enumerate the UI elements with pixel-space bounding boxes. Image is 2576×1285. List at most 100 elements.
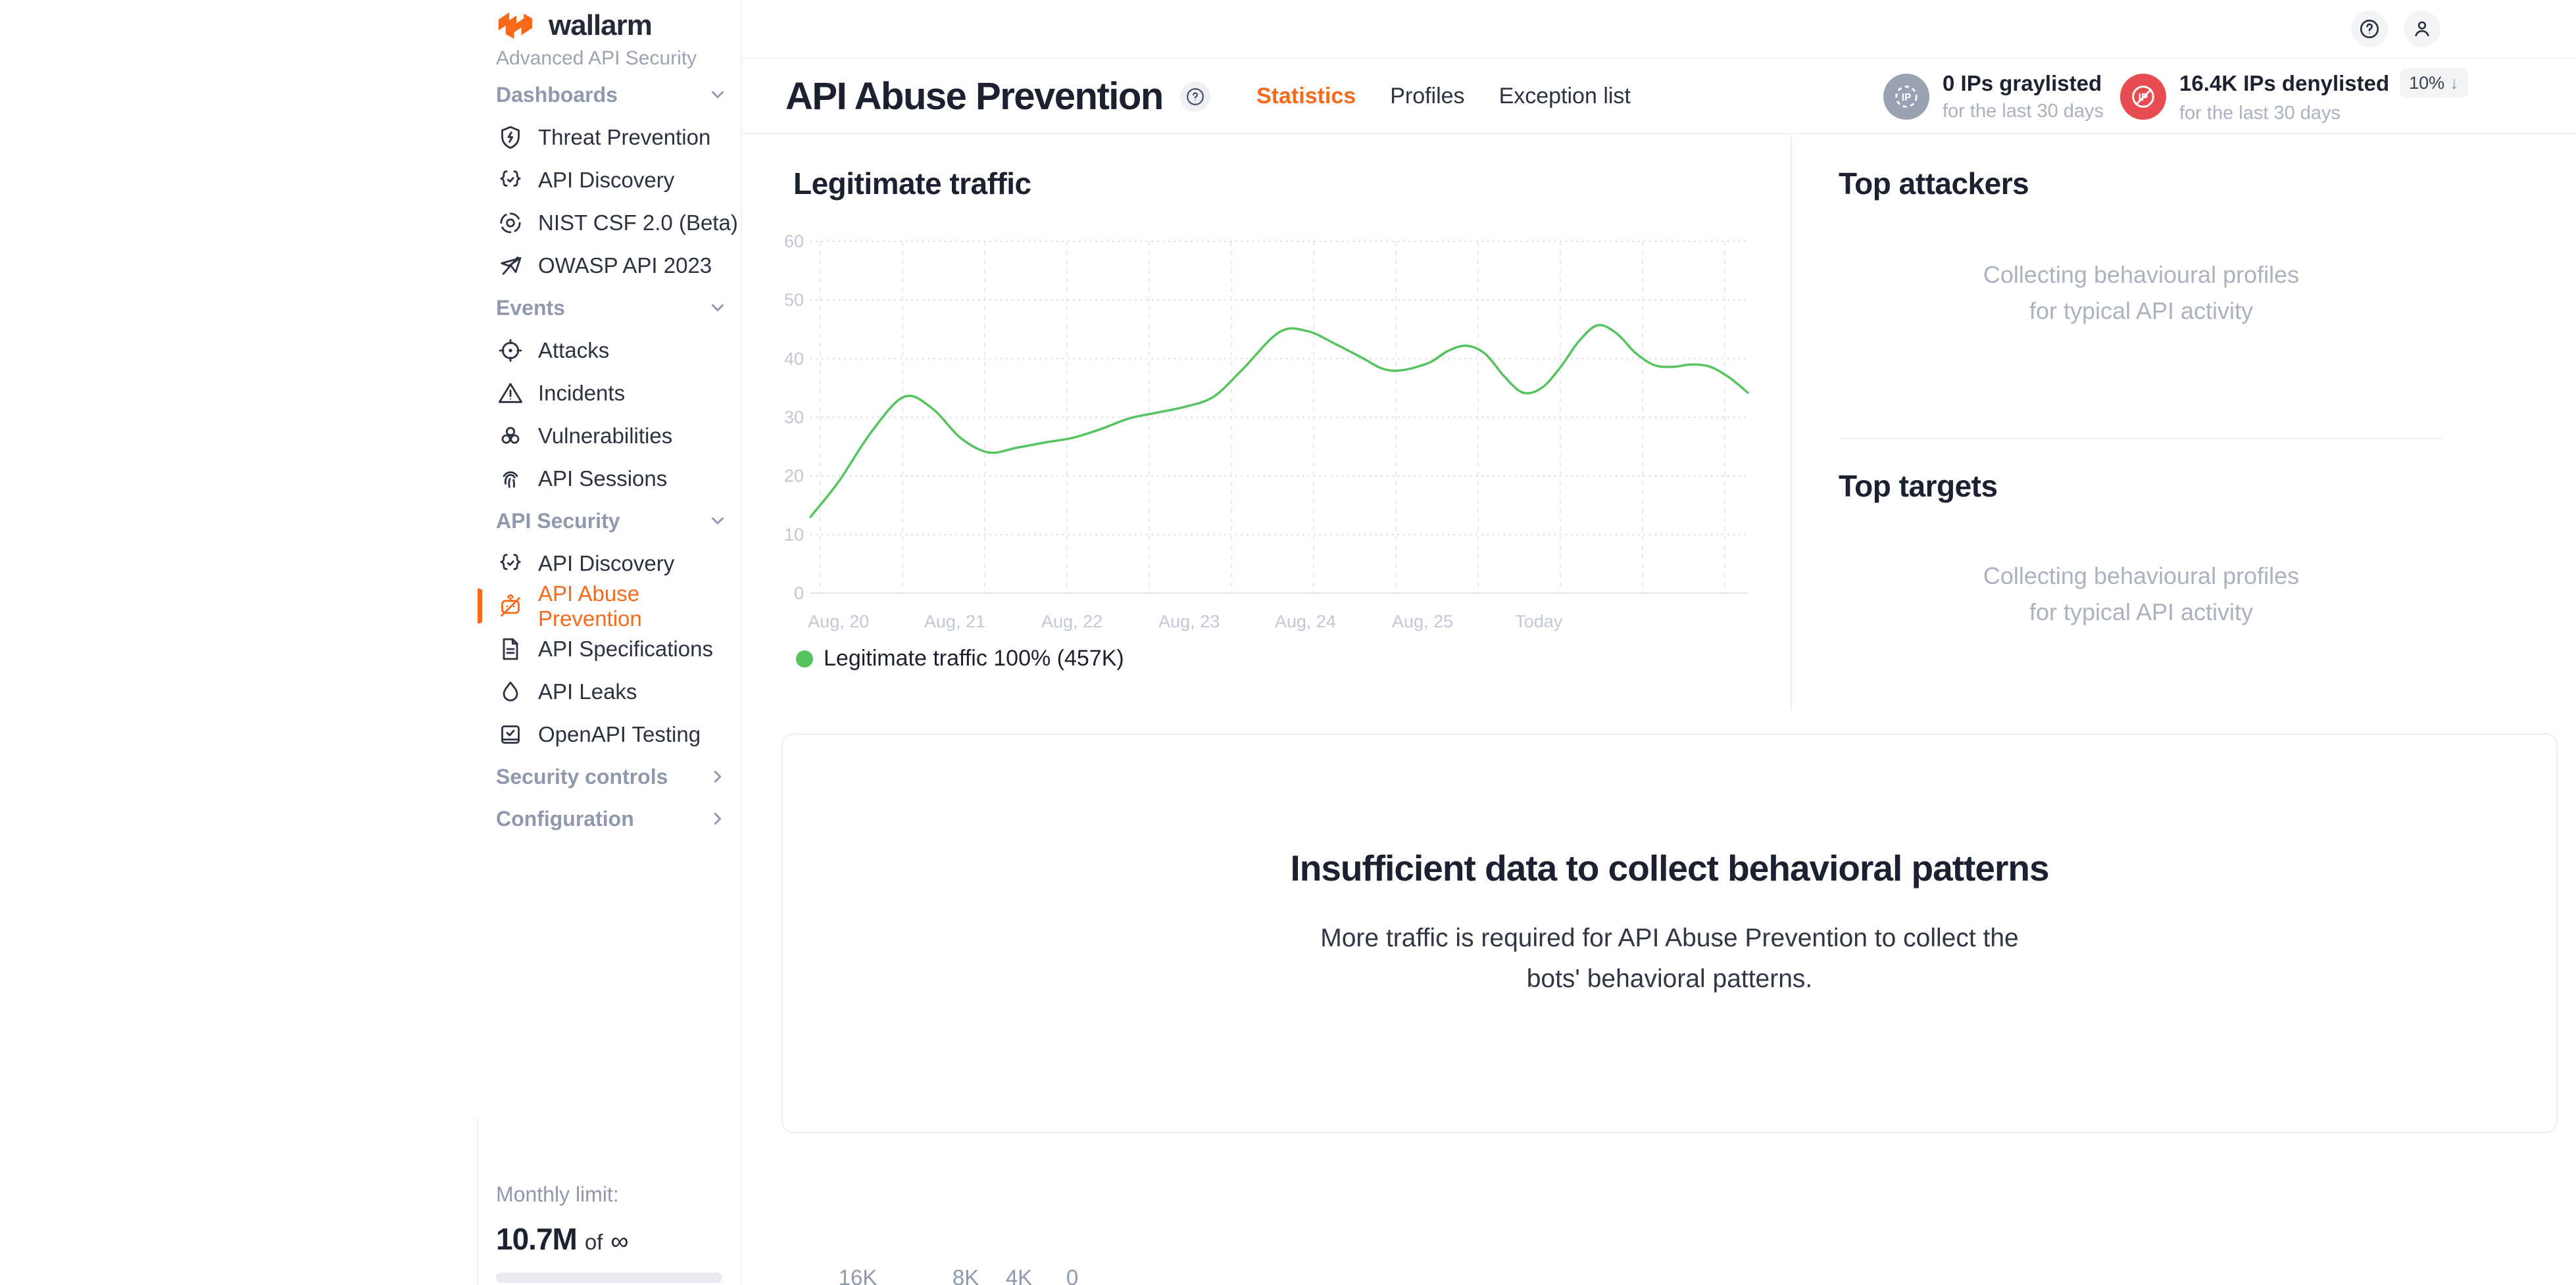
sidebar-item-incidents[interactable]: Incidents [478, 372, 741, 414]
svg-text:10: 10 [784, 525, 804, 545]
sidebar-item-api-specifications[interactable]: API Specifications [478, 627, 741, 670]
tab-bar: Statistics Profiles Exception list [1256, 59, 1631, 134]
sidebar-section-dashboards[interactable]: Dashboards [478, 74, 741, 116]
section-label: Events [496, 295, 565, 320]
svg-text:60: 60 [784, 231, 804, 251]
braces-check-icon [497, 167, 524, 193]
top-targets-title: Top targets [1839, 469, 1998, 503]
monthly-limit-of: of [584, 1230, 603, 1254]
stat-period: for the last 30 days [1943, 100, 2104, 122]
svg-text:Aug, 22: Aug, 22 [1041, 612, 1102, 631]
monthly-limit-used: 10.7M [496, 1222, 578, 1256]
sidebar-left-border [477, 1118, 478, 1285]
page-title: API Abuse Prevention [785, 75, 1164, 118]
placeholder-line: for typical API activity [2029, 598, 2254, 625]
sidebar-item-api-discovery-dash[interactable]: API Discovery [478, 158, 741, 201]
legitimate-traffic-chart: 0 10 20 30 40 50 60 Aug, 20 Aug, 21 Aug, 22 Aug, 2… [784, 231, 1749, 631]
arrow-down-icon: ↓ [2450, 73, 2459, 93]
stat-value: 0 IPs graylisted [1943, 70, 2102, 95]
sidebar-section-configuration[interactable]: Configuration [478, 798, 741, 840]
svg-text:Today: Today [1515, 612, 1563, 631]
column-divider [1791, 135, 1792, 710]
paper-plane-slash-icon [497, 253, 524, 279]
svg-text:Aug, 20: Aug, 20 [808, 612, 869, 631]
sidebar-item-label: NIST CSF 2.0 (Beta) [538, 210, 738, 235]
braces-check-icon [497, 550, 524, 577]
svg-text:50: 50 [784, 290, 804, 310]
trend-badge: 10% ↓ [2400, 68, 2468, 98]
sidebar-item-openapi-testing[interactable]: OpenAPI Testing [478, 713, 741, 756]
wallarm-logo-icon [496, 11, 539, 40]
sidebar-item-threat-prevention[interactable]: Threat Prevention [478, 116, 741, 158]
top-toolbar [742, 0, 2576, 59]
chart-title: Legitimate traffic [793, 166, 1031, 201]
sidebar-item-api-leaks[interactable]: API Leaks [478, 670, 741, 713]
sidebar-item-label: OWASP API 2023 [538, 253, 712, 278]
check-square-icon [497, 721, 524, 748]
sidebar-item-label: API Abuse Prevention [538, 581, 642, 631]
sidebar-item-nist-csf[interactable]: NIST CSF 2.0 (Beta) [478, 201, 741, 244]
shield-bolt-icon [497, 124, 524, 151]
title-help-button[interactable] [1179, 81, 1210, 112]
robot-slash-icon [497, 593, 524, 619]
question-circle-icon [1186, 87, 1204, 105]
help-button[interactable] [2351, 10, 2388, 47]
sidebar-item-label: Vulnerabilities [538, 423, 673, 448]
target-icon [497, 337, 524, 364]
tab-statistics[interactable]: Statistics [1256, 84, 1356, 109]
sidebar-item-attacks[interactable]: Attacks [478, 329, 741, 372]
chevron-right-icon [708, 767, 728, 787]
placeholder-line: for typical API activity [2029, 297, 2254, 324]
fingerprint-icon [497, 466, 524, 492]
sidebar-section-events[interactable]: Events [478, 287, 741, 329]
tab-profiles[interactable]: Profiles [1390, 84, 1465, 109]
sidebar-item-label: Attacks [538, 337, 610, 362]
sidebar-item-label: OpenAPI Testing [538, 721, 701, 746]
user-icon [2415, 20, 2429, 36]
top-targets-placeholder: Collecting behavioural profiles for typi… [1839, 558, 2444, 630]
sidebar-item-label: API Leaks [538, 679, 637, 704]
insufficient-data-body: More traffic is required for API Abuse P… [1320, 918, 2019, 1000]
infinity-icon: ∞ [610, 1228, 629, 1255]
svg-text:0: 0 [794, 583, 804, 603]
droplet-icon [497, 679, 524, 705]
warning-triangle-icon [497, 380, 524, 406]
page-header: API Abuse Prevention Statistics Profiles… [742, 59, 2576, 134]
sidebar-item-label: Incidents [538, 380, 626, 405]
section-label: Dashboards [496, 82, 618, 107]
sidebar: wallarm Advanced API Security Dashboards… [478, 0, 742, 1285]
stat-period: for the last 30 days [2179, 103, 2341, 124]
sidebar-section-security-controls[interactable]: Security controls [478, 756, 741, 798]
sidebar-item-api-discovery[interactable]: API Discovery [478, 542, 741, 585]
sidebar-item-owasp-api[interactable]: OWASP API 2023 [478, 244, 741, 287]
placeholder-line: Collecting behavioural profiles [1983, 562, 2300, 589]
help-icon [2360, 19, 2379, 38]
brand: wallarm Advanced API Security [496, 9, 697, 70]
svg-text:Aug, 23: Aug, 23 [1158, 612, 1220, 631]
chevron-down-icon [708, 85, 728, 105]
user-menu-button[interactable] [2404, 10, 2440, 47]
sidebar-nav: Dashboards Threat Prevention API Discove… [478, 74, 741, 840]
tab-exception-list[interactable]: Exception list [1499, 84, 1631, 109]
brand-name: wallarm [549, 9, 653, 41]
svg-text:Aug, 24: Aug, 24 [1275, 612, 1336, 631]
document-icon [497, 636, 524, 662]
sidebar-section-api-security[interactable]: API Security [478, 500, 741, 542]
svg-text:20: 20 [784, 466, 804, 486]
sidebar-item-vulnerabilities[interactable]: Vulnerabilities [478, 414, 741, 457]
clipped-axis-label: 16K [838, 1265, 878, 1285]
section-label: Configuration [496, 806, 634, 831]
clipped-axis-label: 0 [1066, 1265, 1079, 1285]
sidebar-item-api-abuse-prevention[interactable]: API Abuse Prevention [478, 581, 741, 631]
svg-text:Aug, 21: Aug, 21 [924, 612, 985, 631]
body-line: More traffic is required for API Abuse P… [1320, 924, 2019, 952]
sidebar-item-label: API Discovery [538, 167, 675, 192]
stat-graylisted: IP 0 IPs graylisted for the last 30 days [1883, 59, 2104, 134]
chart-legend: Legitimate traffic 100% (457K) [796, 646, 1124, 671]
stat-value: 16.4K IPs denylisted [2179, 70, 2390, 95]
top-attackers-title: Top attackers [1839, 166, 2029, 201]
sidebar-item-api-sessions[interactable]: API Sessions [478, 457, 741, 500]
ip-graylisted-icon: IP [1883, 73, 1929, 120]
legend-dot-icon [796, 650, 813, 667]
